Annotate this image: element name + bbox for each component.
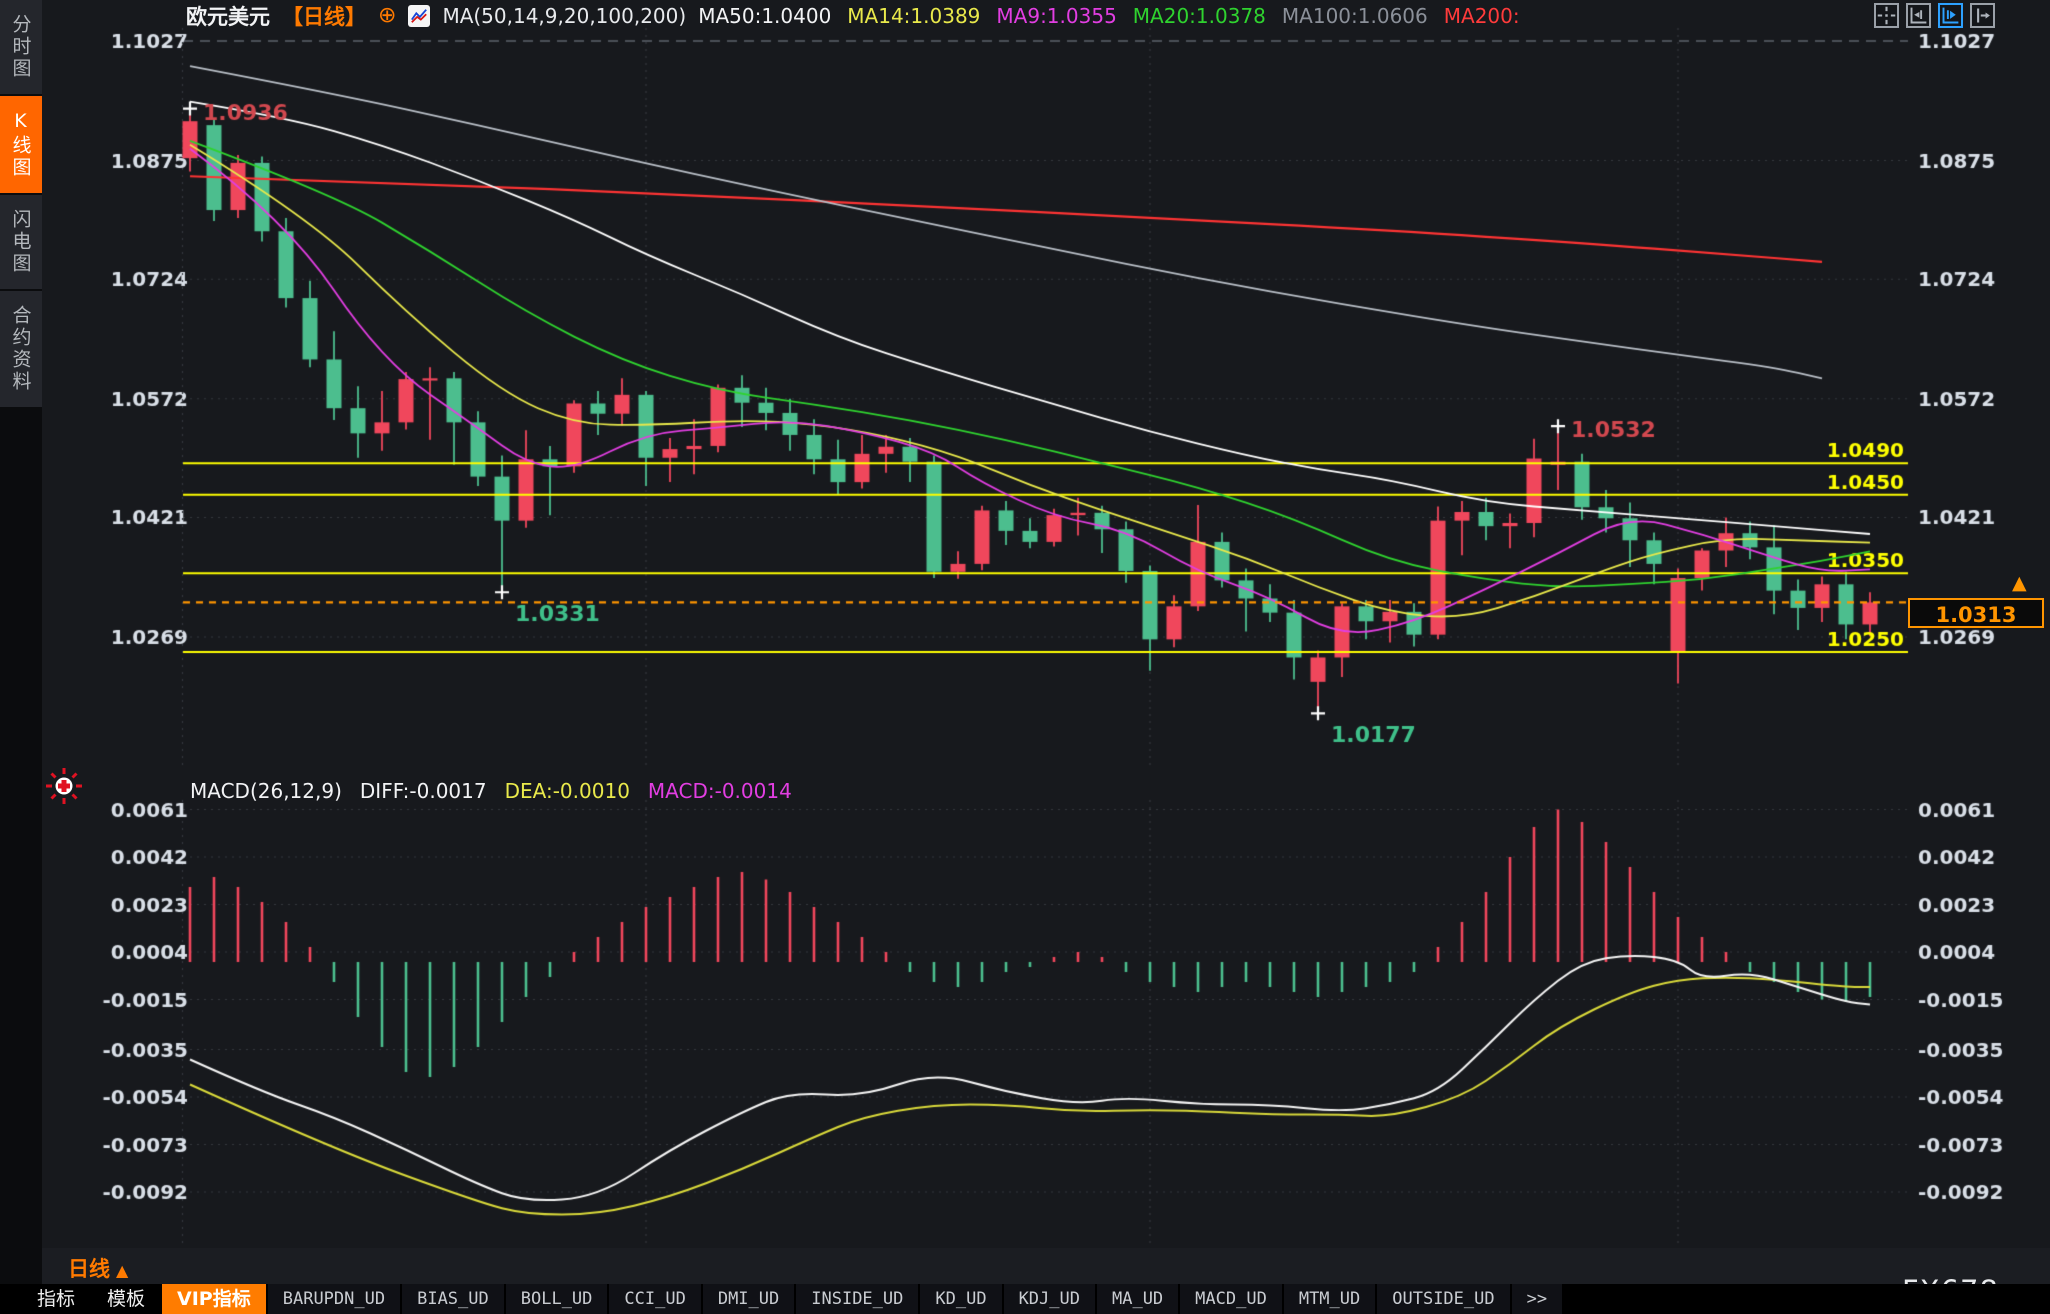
indicator-tab-15[interactable]: >> (1511, 1284, 1565, 1314)
ma-value-label-5: MA200: (1443, 4, 1520, 28)
indicator-tab-bar: 指标 模板 VIP指标 BARUPDN_UD BIAS_UD BOLL_UD CCI_UD D… (0, 1284, 2050, 1314)
chart-type-icon[interactable] (408, 5, 431, 27)
macd-title: MACD(26,12,9) (190, 779, 342, 803)
indicator-tab-7[interactable]: DMI_UD (702, 1284, 797, 1314)
axis-play-tool-icon[interactable] (1938, 3, 1963, 28)
crosshair-tool-icon[interactable] (1874, 3, 1899, 28)
chevron-up-icon: ▲ (116, 1261, 129, 1280)
ma-value-label-1: MA14:1.0389 (847, 4, 981, 28)
indicator-tab-1[interactable]: 模板 (92, 1284, 163, 1314)
indicator-tab-14[interactable]: OUTSIDE_UD (1377, 1284, 1512, 1314)
ma-value-label-2: MA9:1.0355 (996, 4, 1117, 28)
indicator-tab-6[interactable]: CCI_UD (609, 1284, 703, 1314)
expand-icon[interactable]: ⊕ (378, 3, 397, 28)
sidebar-tab-2[interactable]: 闪电图 (0, 195, 42, 289)
sidebar-tab-0[interactable]: 分时图 (0, 0, 42, 94)
ma-settings-label: MA(50,14,9,20,100,200) (442, 4, 687, 28)
indicator-tab-9[interactable]: KD_UD (920, 1284, 1004, 1314)
indicator-tab-12[interactable]: MACD_UD (1180, 1284, 1284, 1314)
period-selector-label: 日线 (68, 1257, 110, 1281)
indicator-tab-3[interactable]: BARUPDN_UD (267, 1284, 403, 1314)
macd-value-label-2: MACD:-0.0014 (647, 779, 792, 803)
price-alert-icon[interactable] (44, 766, 84, 806)
price-up-arrow-icon[interactable]: ▲ (2012, 572, 2027, 594)
indicator-tab-4[interactable]: BIAS_UD (402, 1284, 506, 1314)
sidebar: 分时图 K线图 闪电图 合约资料 (0, 0, 42, 1314)
indicator-tab-11[interactable]: MA_UD (1096, 1284, 1181, 1314)
macd-value-label-1: DEA:-0.0010 (504, 779, 630, 803)
indicator-tab-10[interactable]: KDJ_UD (1003, 1284, 1097, 1314)
chart-header: 欧元美元 【日线】 ⊕ MA(50,14,9,20,100,200) MA50:… (186, 2, 1520, 30)
period-selector[interactable]: 日线 ▲ (68, 1253, 128, 1283)
indicator-tab-5[interactable]: BOLL_UD (505, 1284, 610, 1314)
ma-value-label-3: MA20:1.0378 (1132, 4, 1266, 28)
macd-value-label-0: DIFF:-0.0017 (359, 779, 487, 803)
macd-values: DIFF:-0.0017 DEA:-0.0010 MACD:-0.0014 (360, 779, 792, 803)
step-forward-tool-icon[interactable] (1970, 3, 1995, 28)
indicator-tab-8[interactable]: INSIDE_UD (796, 1284, 921, 1314)
ma-values: MA50:1.0400 MA14:1.0389 MA9:1.0355 MA20:1.0… (698, 4, 1519, 28)
current-price-value: 1.0313 (1935, 603, 2017, 627)
current-price-box: 1.0313 (1908, 598, 2044, 628)
ma-value-label-4: MA100:1.0606 (1281, 4, 1428, 28)
sidebar-tab-1[interactable]: K线图 (0, 96, 42, 193)
indicator-tab-0[interactable]: 指标 (22, 1284, 93, 1314)
indicator-tab-2[interactable]: VIP指标 (162, 1284, 268, 1314)
sidebar-tab-3[interactable]: 合约资料 (0, 291, 42, 407)
status-row: 日线 ▲ (42, 1248, 2050, 1284)
macd-header: MACD(26,12,9) DIFF:-0.0017 DEA:-0.0010 MAC… (190, 779, 792, 803)
ma-value-label-0: MA50:1.0400 (698, 4, 832, 28)
period-tag[interactable]: 【日线】 (282, 5, 366, 29)
indicator-tab-13[interactable]: MTM_UD (1283, 1284, 1378, 1314)
chart-toolbar (1874, 3, 1995, 28)
line-chart-glyph (411, 9, 428, 23)
axis-compress-left-tool-icon[interactable] (1906, 3, 1931, 28)
symbol-title: 欧元美元 (186, 5, 270, 29)
